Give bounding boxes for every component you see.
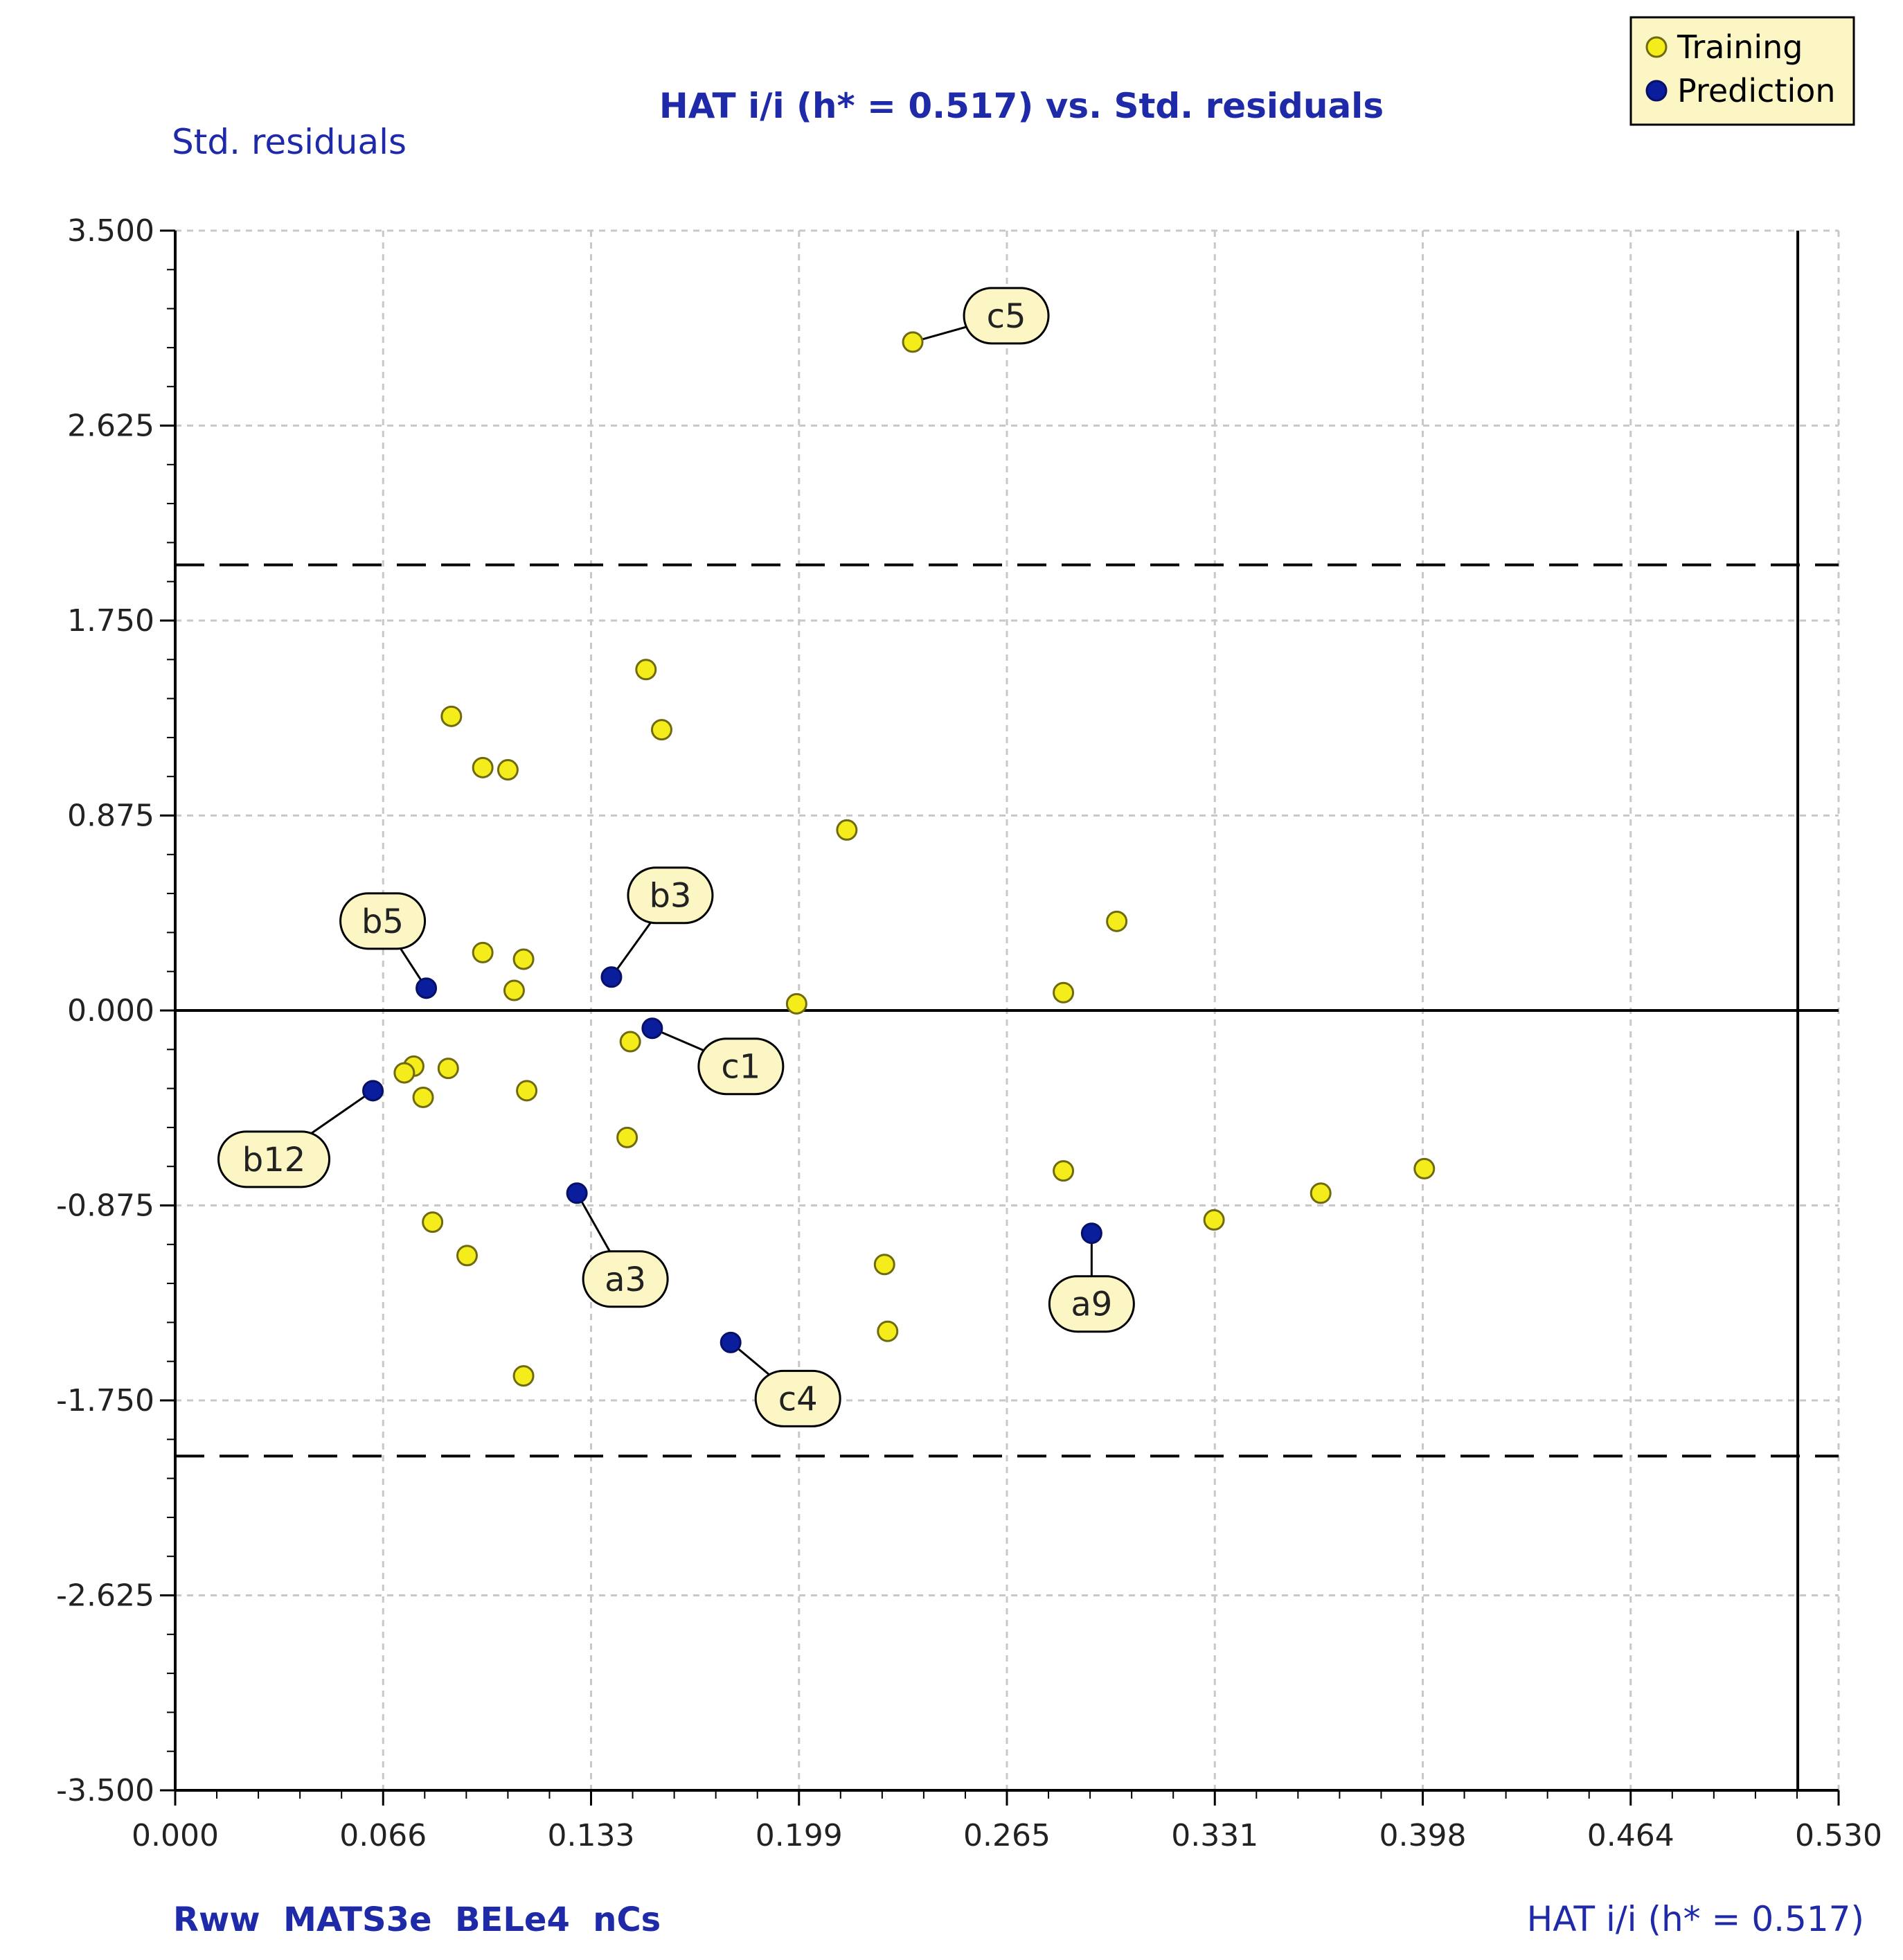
y-tick-label: 1.750 [67, 603, 154, 639]
training-point [1106, 910, 1128, 932]
y-tick-label: -2.625 [56, 1578, 154, 1614]
training-point [1310, 1182, 1332, 1204]
training-point [437, 1058, 459, 1080]
prediction-point [416, 977, 438, 999]
training-point [516, 1080, 538, 1102]
callout-bubble [217, 1130, 331, 1188]
training-point [785, 992, 807, 1015]
callout-bubble [339, 892, 427, 950]
callout-bubble [627, 866, 714, 925]
callout-bubble [963, 287, 1050, 345]
training-point [1203, 1209, 1225, 1231]
training-point [512, 1365, 535, 1387]
callout-label: b3 [649, 877, 691, 916]
x-tick-label: 0.530 [1795, 1818, 1882, 1853]
training-point [873, 1254, 895, 1276]
prediction-point [566, 1182, 588, 1204]
callout-label: a9 [1071, 1285, 1112, 1324]
prediction-point [641, 1017, 663, 1040]
data-points [362, 331, 1436, 1387]
training-point [503, 979, 525, 1001]
x-axis-label: HAT i/i (h* = 0.517) [1527, 1899, 1864, 1939]
x-tick-label: 0.331 [1171, 1818, 1258, 1853]
training-point [1413, 1157, 1436, 1179]
x-tick-label: 0.464 [1587, 1818, 1674, 1853]
training-point [412, 1086, 434, 1108]
legend-prediction-label: Prediction [1677, 72, 1836, 109]
legend-prediction-marker [1645, 80, 1668, 102]
x-tick-label: 0.199 [756, 1818, 843, 1853]
callout-bubble [754, 1369, 841, 1427]
y-tick-label: -1.750 [56, 1383, 154, 1418]
chart-title: HAT i/i (h* = 0.517) vs. Std. residuals [659, 86, 1384, 126]
prediction-point [362, 1080, 384, 1102]
prediction-point [600, 966, 623, 988]
prediction-point [720, 1331, 742, 1353]
training-point [619, 1031, 641, 1053]
callout-label: c1 [721, 1048, 760, 1087]
x-tick-label: 0.066 [339, 1818, 427, 1853]
training-point [836, 819, 858, 841]
training-point [472, 941, 494, 963]
legend-training-marker [1645, 36, 1668, 58]
y-tick-label: 0.875 [67, 799, 154, 834]
x-tick-label: 0.000 [132, 1818, 219, 1853]
legend-box [1629, 16, 1855, 126]
training-point [456, 1245, 478, 1267]
legend: Training Prediction [1629, 16, 1855, 126]
training-point [650, 719, 672, 741]
training-point [440, 705, 463, 727]
y-tick-label: -3.500 [56, 1773, 154, 1808]
training-point [393, 1062, 416, 1084]
y-tick-label: -0.875 [56, 1188, 154, 1224]
training-point [512, 948, 535, 970]
training-point [422, 1211, 444, 1233]
training-point [1053, 981, 1075, 1004]
legend-training-label: Training [1677, 28, 1803, 66]
training-point [902, 331, 924, 353]
training-point [616, 1126, 638, 1148]
training-point [472, 756, 494, 778]
callouts: c5 b3 b5 c1 b12 a3 a9 c4 [217, 287, 1135, 1427]
prediction-point [1080, 1222, 1102, 1245]
y-tick-label: 3.500 [67, 213, 154, 249]
callout-bubble [697, 1037, 785, 1096]
y-tick-label: 0.000 [67, 993, 154, 1028]
training-point [877, 1320, 899, 1342]
x-tick-label: 0.398 [1379, 1818, 1467, 1853]
training-point [1053, 1160, 1075, 1182]
x-tick-label: 0.265 [963, 1818, 1051, 1853]
training-point [635, 659, 657, 681]
callout-label: c4 [778, 1380, 818, 1418]
callout-bubble [582, 1250, 669, 1308]
y-axis-label: Std. residuals [172, 122, 406, 162]
callout-label: b5 [361, 902, 404, 941]
callout-label: a3 [605, 1260, 646, 1299]
reference-lines [175, 231, 1839, 1790]
y-tick-label: 2.625 [67, 409, 154, 444]
callout-label: c5 [987, 297, 1026, 336]
callout-label: b12 [242, 1141, 306, 1179]
training-point [497, 759, 519, 781]
callout-bubble [1048, 1275, 1135, 1333]
x-tick-label: 0.133 [548, 1818, 635, 1853]
axes: 0.000 0.066 0.133 0.199 0.265 0.331 0.398 0.464… [56, 213, 1882, 1853]
descriptor-list: Rww MATS3e BELe4 nCs [173, 1900, 661, 1939]
